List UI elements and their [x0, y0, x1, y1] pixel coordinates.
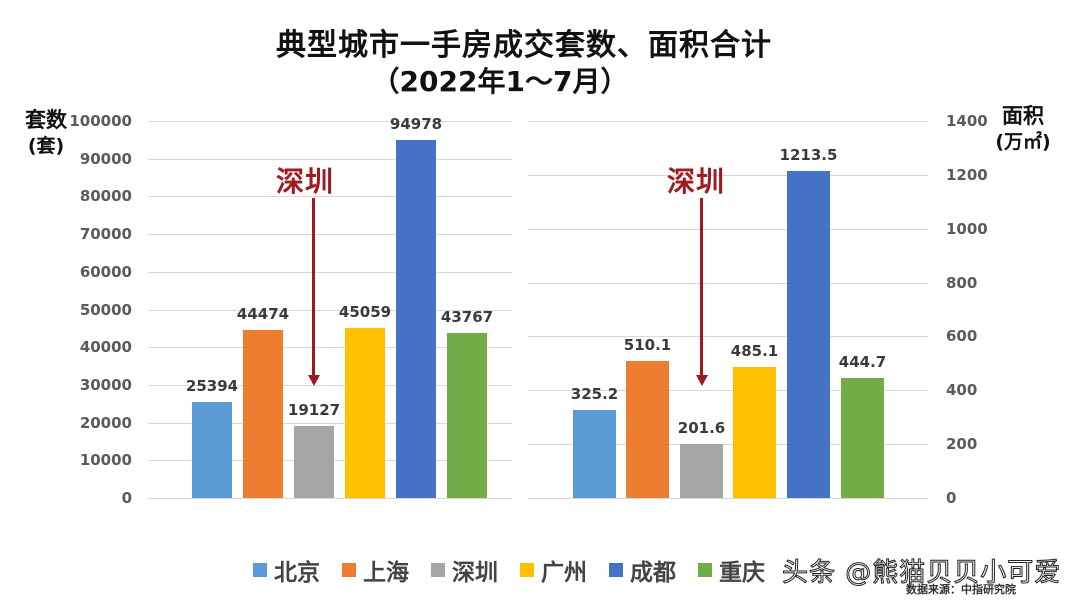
bar-value-label: 45059: [338, 303, 392, 322]
chart-subtitle: （2022年1～7月）: [371, 65, 629, 98]
bar-成都: [396, 139, 436, 498]
gridline: [148, 121, 512, 122]
gridline: [148, 310, 512, 311]
bar-value-label: 510.1: [623, 335, 672, 354]
legend-swatch: [253, 563, 267, 577]
y-tick-label: 50000: [79, 301, 132, 319]
bar-value-label: 1213.5: [779, 146, 838, 165]
gridline: [528, 229, 928, 230]
callout-arrow-right: [700, 198, 703, 375]
legend-label: 重庆: [719, 560, 765, 586]
bar-value-label: 485.1: [730, 342, 779, 361]
bar-北京: [573, 410, 616, 498]
gridline: [148, 423, 512, 424]
legend-label: 深圳: [452, 560, 498, 586]
gridline: [528, 336, 928, 337]
bar-深圳: [680, 443, 723, 498]
legend-swatch: [609, 563, 623, 577]
chart-legend: 北京 上海 深圳 广州 成都 重庆: [253, 553, 787, 587]
y-tick-label: 1200: [946, 166, 988, 184]
left-axis-title-main: 套数: [25, 108, 67, 132]
bar-北京: [192, 402, 232, 498]
bar-广州: [733, 367, 776, 498]
chart-title: 典型城市一手房成交套数、面积合计: [276, 28, 772, 63]
y-tick-label: 30000: [79, 376, 132, 394]
legend-label: 成都: [630, 560, 676, 586]
data-source-note: 数据来源：中指研究院: [906, 583, 1016, 596]
y-tick-label: 70000: [79, 225, 132, 243]
y-tick-label: 400: [946, 381, 978, 399]
legend-item-shenzhen: 深圳: [431, 553, 498, 587]
y-tick-label: 600: [946, 327, 978, 345]
y-tick-label: 800: [946, 274, 978, 292]
bar-重庆: [841, 378, 884, 498]
gridline: [148, 196, 512, 197]
bar-上海: [243, 330, 283, 498]
bar-深圳: [294, 425, 334, 498]
bar-重庆: [447, 332, 487, 498]
gridline: [528, 390, 928, 391]
legend-item-beijing: 北京: [253, 553, 320, 587]
gridline: [148, 498, 512, 499]
gridline: [148, 385, 512, 386]
right-axis-title-main: 面积: [1002, 104, 1044, 128]
legend-swatch: [520, 563, 534, 577]
right-axis-title-unit: (万㎡): [995, 131, 1051, 153]
legend-swatch: [698, 563, 712, 577]
y-tick-label: 1400: [946, 112, 988, 130]
gridline: [148, 234, 512, 235]
bar-value-label: 19127: [287, 400, 341, 419]
bar-上海: [626, 360, 669, 498]
callout-arrow-left: [312, 198, 315, 375]
y-tick-label: 20000: [79, 414, 132, 432]
left-axis-title-unit: (套): [27, 135, 65, 157]
legend-item-shanghai: 上海: [342, 553, 409, 587]
gridline: [528, 121, 928, 122]
bar-value-label: 44474: [236, 305, 290, 324]
y-tick-label: 1000: [946, 220, 988, 238]
y-tick-label: 60000: [79, 263, 132, 281]
legend-swatch: [342, 563, 356, 577]
legend-label: 广州: [541, 560, 587, 586]
y-tick-label: 100000: [69, 112, 132, 130]
gridline: [148, 347, 512, 348]
y-tick-label: 10000: [79, 451, 132, 469]
legend-item-guangzhou: 广州: [520, 553, 587, 587]
gridline: [528, 444, 928, 445]
gridline: [148, 159, 512, 160]
bar-value-label: 325.2: [570, 385, 619, 404]
legend-label: 上海: [363, 560, 409, 586]
y-tick-label: 0: [946, 489, 957, 507]
bar-广州: [345, 328, 385, 498]
legend-item-chengdu: 成都: [609, 553, 676, 587]
bar-value-label: 444.7: [838, 353, 887, 372]
y-tick-label: 200: [946, 435, 978, 453]
left-axis-title: 套数 (套): [20, 107, 72, 159]
y-tick-label: 0: [121, 489, 132, 507]
bar-value-label: 94978: [389, 114, 443, 133]
legend-swatch: [431, 563, 445, 577]
legend-label: 北京: [274, 560, 320, 586]
legend-item-chongqing: 重庆: [698, 553, 765, 587]
gridline: [528, 175, 928, 176]
watermark: 头条 @熊猫贝贝小可爱: [781, 558, 1062, 589]
arrow-down-icon: [695, 375, 708, 386]
arrow-down-icon: [307, 375, 320, 386]
shenzhen-callout-right: 深圳: [667, 165, 726, 198]
right-axis-title: 面积 (万㎡): [988, 103, 1058, 155]
bar-value-label: 43767: [440, 307, 494, 326]
shenzhen-callout-left: 深圳: [276, 165, 335, 198]
bar-value-label: 201.6: [677, 418, 726, 437]
bar-成都: [787, 171, 830, 498]
gridline: [528, 283, 928, 284]
gridline: [528, 498, 928, 499]
y-tick-label: 90000: [79, 150, 132, 168]
y-tick-label: 80000: [79, 187, 132, 205]
bar-value-label: 25394: [185, 377, 239, 396]
y-tick-label: 40000: [79, 338, 132, 356]
gridline: [148, 272, 512, 273]
